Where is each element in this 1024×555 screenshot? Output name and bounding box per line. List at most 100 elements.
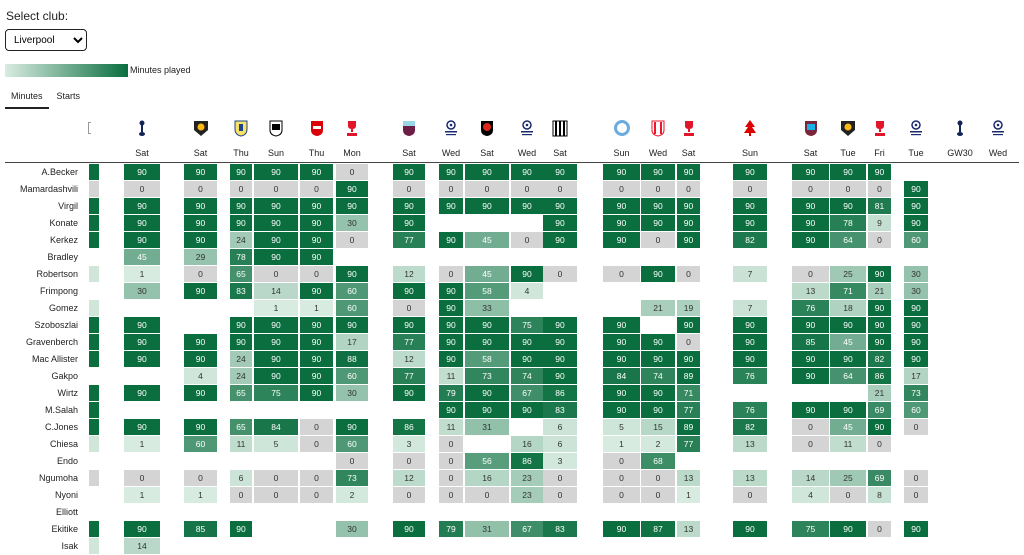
minutes-cell: 64 (830, 232, 866, 248)
minutes-cell: 21 (868, 385, 891, 401)
minutes-cell: 17 (904, 368, 928, 384)
minutes-cell: 23 (511, 487, 543, 503)
minutes-cell: 0 (254, 487, 298, 503)
player-name: Gravenberch (25, 337, 78, 347)
minutes-cell: 90 (439, 402, 463, 418)
minutes-cell: 90 (254, 198, 298, 214)
minutes-cell: 90 (336, 181, 368, 197)
minutes-cell: 7 (733, 300, 767, 316)
minutes-cell: 90 (830, 317, 866, 333)
minutes-cell: 0 (677, 181, 700, 197)
minutes-cell: 90 (254, 317, 298, 333)
minutes-cell: 90 (792, 215, 829, 231)
minutes-cell: 90 (511, 334, 543, 350)
minutes-cell: 90 (124, 385, 160, 401)
minutes-cell: 88 (336, 351, 368, 367)
minutes-cell: 90 (254, 232, 298, 248)
minutes-cell: 90 (904, 198, 928, 214)
minutes-cell: 30 (904, 283, 928, 299)
minutes-cell: 0 (868, 181, 891, 197)
minutes-cell: 1 (124, 266, 160, 282)
minutes-cell: 90 (300, 334, 333, 350)
minutes-cell: 90 (300, 164, 333, 180)
wolves-crest-icon (838, 118, 858, 138)
minutes-cell: 90 (543, 164, 577, 180)
minutes-cell: 0 (830, 487, 866, 503)
fixture-day-label: Wed (648, 148, 668, 158)
tab-starts[interactable]: Starts (56, 91, 81, 101)
player-row: Mac Allister 90 90 24 90 90 88 12 90 58 90 90 90 90 90… (0, 351, 1024, 368)
minutes-cell: 90 (254, 215, 298, 231)
minutes-cell: 16 (511, 436, 543, 452)
minutes-cell: 81 (868, 198, 891, 214)
minutes-cell: 11 (439, 368, 463, 384)
minutes-cell: 13 (792, 283, 829, 299)
minutes-cell: 18 (830, 300, 866, 316)
minutes-cell: 90 (393, 215, 425, 231)
player-row: Konate 90 90 90 90 90 30 90 90 90 90 90 90 90 78 9 90 (0, 215, 1024, 232)
minutes-cell: 90 (603, 402, 640, 418)
season-indicator (89, 181, 99, 197)
season-indicator (89, 215, 99, 231)
player-row: Bradley 45 29 78 90 90 (0, 249, 1024, 266)
player-name: Gomez (48, 303, 78, 313)
minutes-cell: 90 (300, 385, 333, 401)
minutes-cell: 86 (393, 419, 425, 435)
player-row: Gravenberch 90 90 90 90 90 17 77 90 90 90 90 90 90 0 90… (0, 334, 1024, 351)
minutes-cell: 90 (543, 198, 577, 214)
minutes-cell: 90 (733, 351, 767, 367)
minutes-cell: 73 (336, 470, 368, 486)
player-name: Wirtz (57, 388, 79, 398)
minutes-cell: 90 (254, 164, 298, 180)
minutes-cell: 6 (543, 436, 577, 452)
minutes-cell: 3 (393, 436, 425, 452)
minutes-cell: 84 (254, 419, 298, 435)
fixture-day-label: Tue (840, 148, 856, 158)
minutes-cell: 0 (511, 232, 543, 248)
champions-league-logo-icon (441, 118, 461, 138)
fixture-day-label: GW30 (947, 148, 973, 158)
minutes-cell: 90 (677, 317, 700, 333)
minutes-cell: 90 (641, 164, 675, 180)
fa-cup-logo-icon (679, 118, 699, 138)
minutes-cell: 0 (439, 266, 463, 282)
minutes-cell: 0 (300, 436, 333, 452)
minutes-cell: 0 (543, 487, 577, 503)
minutes-cell: 45 (465, 232, 509, 248)
club-select[interactable]: Liverpool (5, 29, 87, 51)
minutes-cell: 90 (792, 164, 829, 180)
tab-minutes[interactable]: Minutes (5, 89, 49, 109)
minutes-cell: 85 (184, 521, 217, 537)
minutes-cell: 45 (830, 419, 866, 435)
minutes-cell: 90 (124, 198, 160, 214)
minutes-cell: 78 (830, 215, 866, 231)
minutes-cell: 65 (230, 266, 252, 282)
season-indicator (89, 300, 99, 316)
minutes-cell: 25 (830, 266, 866, 282)
player-name: C.Jones (44, 422, 78, 432)
fixture-day-label: Sat (681, 148, 696, 158)
minutes-cell: 90 (830, 521, 866, 537)
minutes-cell: 75 (254, 385, 298, 401)
champions-league-logo-icon (517, 118, 537, 138)
arsenal-crest-icon (307, 118, 327, 138)
header-divider (5, 162, 1019, 163)
fixture-day-label: Wed (441, 148, 461, 158)
player-name: Konate (49, 218, 78, 228)
minutes-cell: 90 (184, 164, 217, 180)
minutes-cell: 90 (439, 198, 463, 214)
minutes-cell: 0 (254, 266, 298, 282)
minutes-cell: 90 (184, 351, 217, 367)
minutes-cell: 90 (336, 198, 368, 214)
minutes-cell: 90 (184, 198, 217, 214)
minutes-cell: 90 (439, 283, 463, 299)
minutes-cell: 90 (465, 198, 509, 214)
player-name: Ngumoha (38, 473, 78, 483)
minutes-cell: 90 (792, 198, 829, 214)
minutes-cell: 60 (336, 436, 368, 452)
minutes-cell: 90 (300, 215, 333, 231)
fixture-day-label: Wed (988, 148, 1008, 158)
fa-cup-logo-icon (342, 118, 362, 138)
player-row: Szoboszlai 90 90 90 90 90 90 90 90 75 90 90 90 90 90 90… (0, 317, 1024, 334)
player-row: Endo 0 0 0 56 86 3 0 68 (0, 453, 1024, 470)
